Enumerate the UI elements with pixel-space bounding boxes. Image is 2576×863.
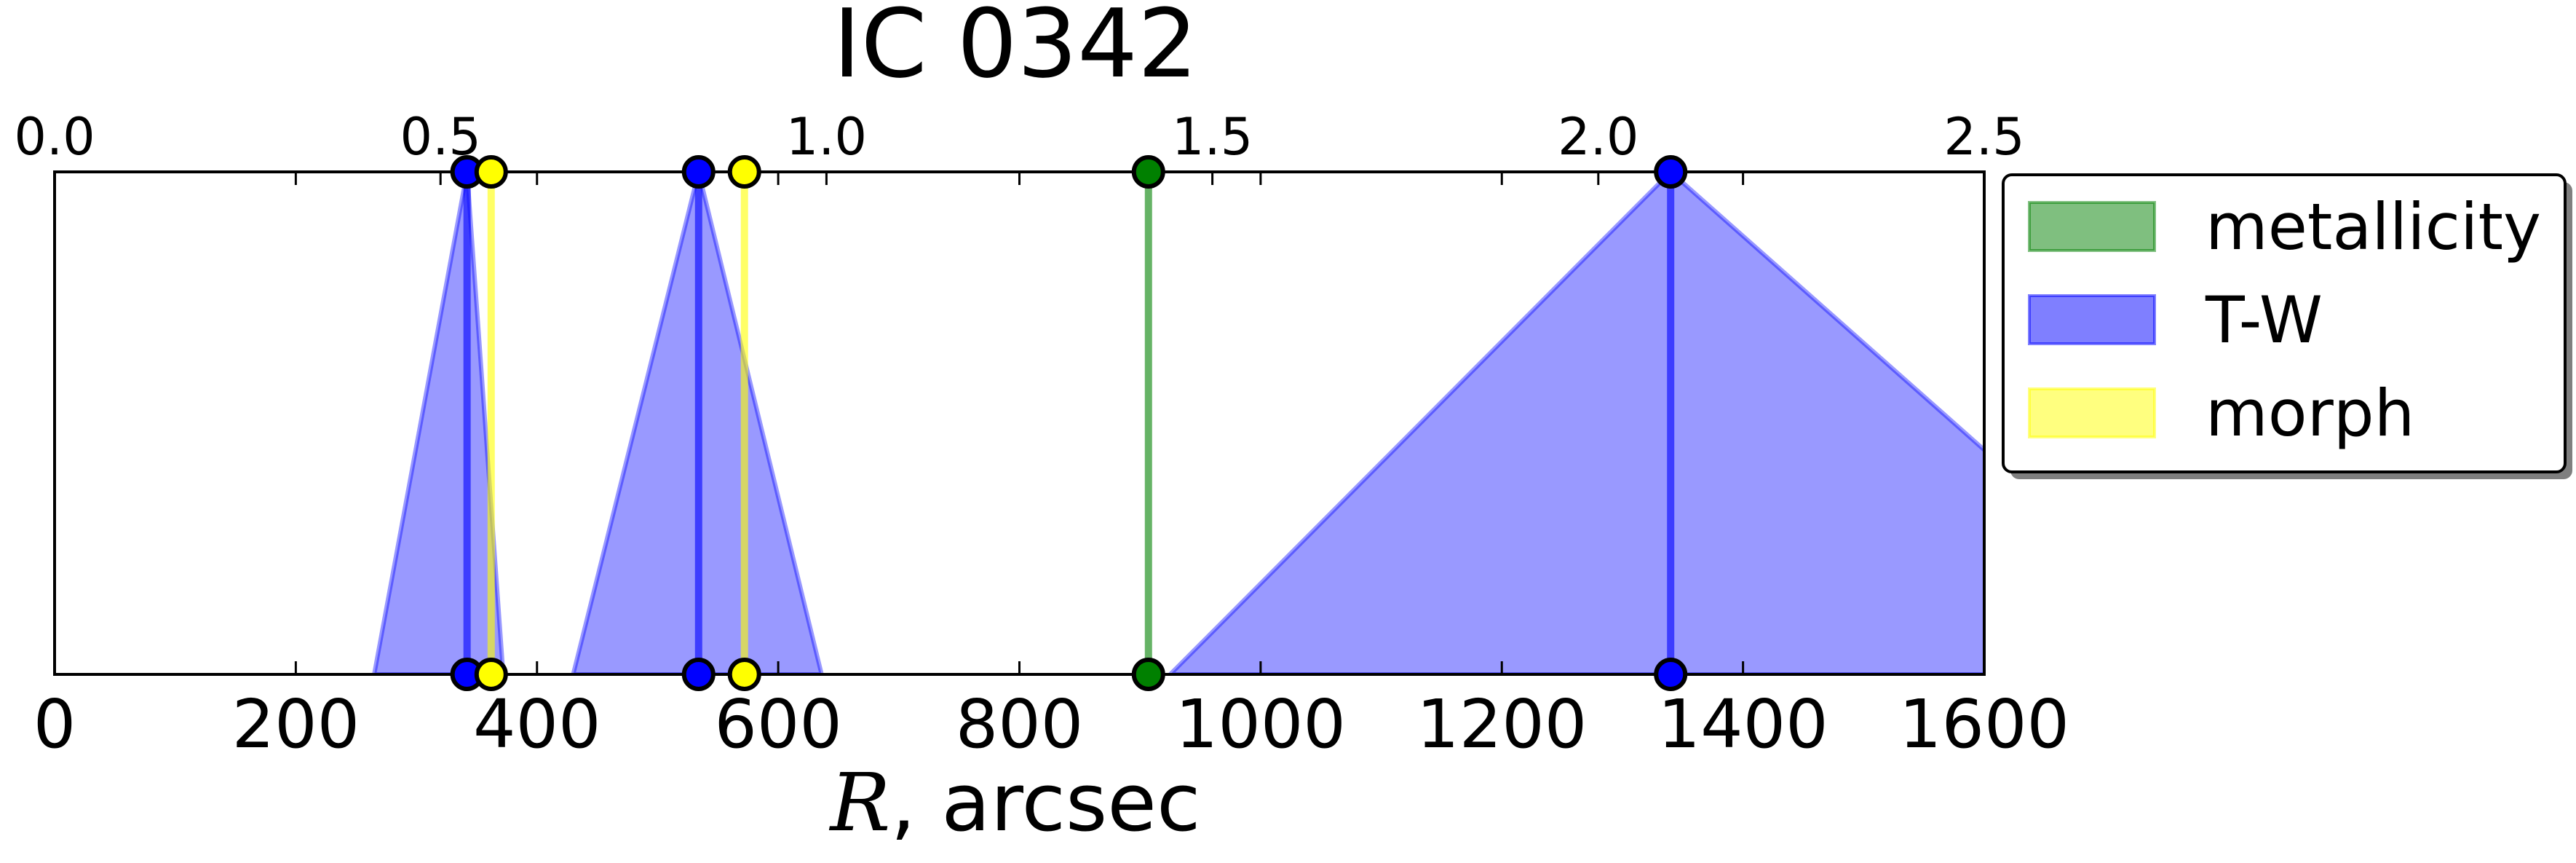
bottom-marker-5	[727, 658, 761, 691]
legend-swatch-2	[2028, 387, 2156, 438]
legend-items: metallicity T-W morph	[2028, 189, 2541, 451]
bottom-tick-label: 1000	[1176, 685, 1346, 763]
legend-label: morph	[2206, 376, 2414, 451]
top-marker-4	[474, 155, 508, 189]
tw-region-0	[372, 172, 506, 674]
top-tick-label: 2.5	[1943, 107, 2024, 167]
marker-points	[450, 155, 1688, 691]
chart-title: IC 0342	[833, 0, 1197, 99]
top-marker-1	[681, 155, 716, 189]
bottom-marker-2	[1654, 658, 1688, 691]
legend-label: metallicity	[2206, 189, 2541, 264]
bottom-marker-1	[681, 658, 716, 691]
tw-regions	[372, 172, 1984, 674]
legend-label: T-W	[2205, 283, 2323, 358]
bottom-tick-label: 600	[714, 685, 842, 763]
legend-swatch-1	[2028, 294, 2156, 345]
bottom-tick-label: 400	[473, 685, 601, 763]
x-axis-unit: , arcsec	[890, 756, 1200, 849]
top-tick-label: 1.5	[1172, 107, 1253, 167]
legend-swatch-0	[2028, 201, 2156, 252]
bottom-tick-label: 1600	[1899, 685, 2069, 763]
top-tick-label: 1.0	[786, 107, 867, 167]
top-marker-3	[1131, 155, 1165, 189]
bottom-tick-label: 1200	[1416, 685, 1587, 763]
bottom-tick-label: 800	[956, 685, 1084, 763]
tw-region-2	[1167, 172, 1984, 674]
legend: metallicity T-W morph	[2002, 173, 2572, 479]
bottom-marker-4	[474, 658, 508, 691]
bottom-tick-label: 200	[232, 685, 360, 763]
bottom-tick-label: 0	[33, 685, 76, 763]
x-axis-label: R, arcsec	[829, 756, 1201, 849]
top-tick-label: 2.0	[1558, 107, 1638, 167]
top-marker-5	[727, 155, 761, 189]
top-tick-label: 0.0	[14, 107, 95, 167]
x-axis-symbol: R	[829, 756, 891, 849]
bottom-tick-label: 1400	[1658, 685, 1828, 763]
bottom-marker-3	[1131, 658, 1165, 691]
marker-lines	[463, 172, 1675, 674]
top-marker-2	[1654, 155, 1688, 189]
